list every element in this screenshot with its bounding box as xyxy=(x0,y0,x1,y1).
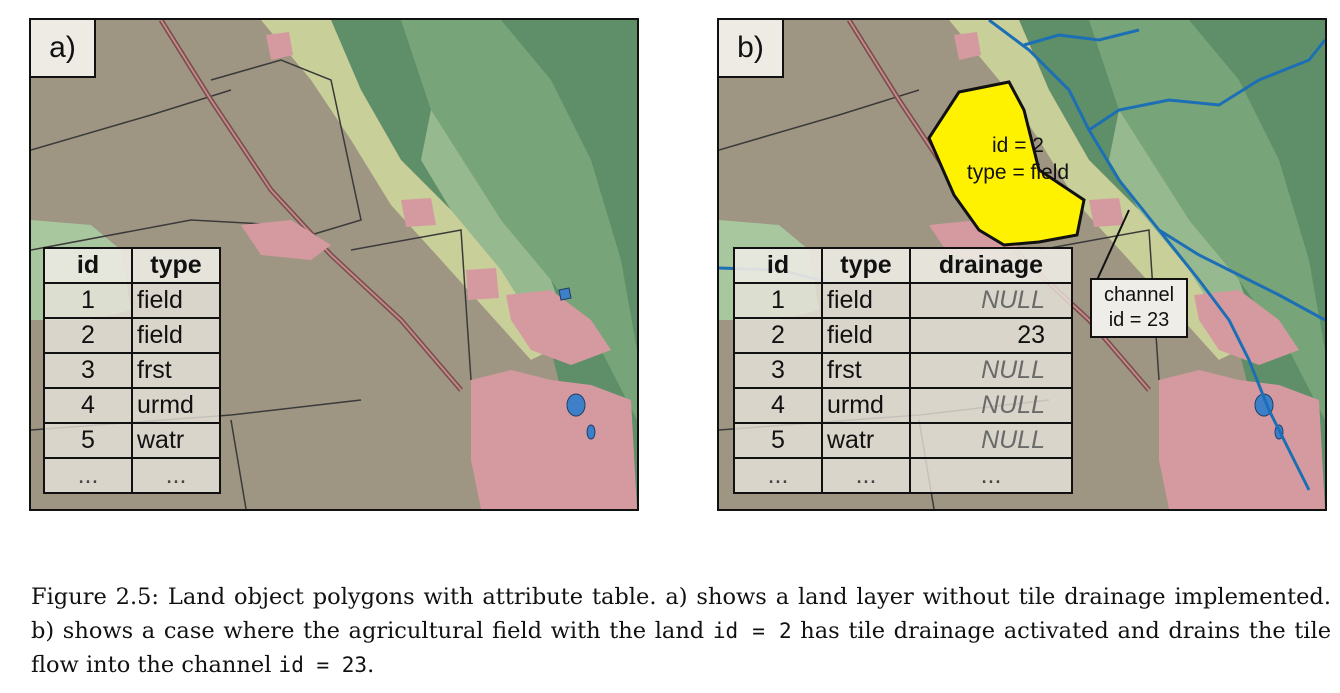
table-row: 3 frst xyxy=(43,352,221,389)
urban-area-south xyxy=(1159,370,1325,509)
channel-line-main xyxy=(988,20,1311,491)
cell-type: field xyxy=(131,317,221,354)
land-map-a xyxy=(31,20,637,509)
forest-area xyxy=(401,20,637,420)
cell-id: ... xyxy=(733,457,823,494)
table-row: 2 field xyxy=(43,317,221,354)
caption-text: Figure 2.5: Land object polygons with at… xyxy=(31,584,1331,644)
column-header-id: id xyxy=(733,247,823,284)
table-row: 4 urmd NULL xyxy=(733,387,1073,424)
cell-type: field xyxy=(131,282,221,319)
pond-1 xyxy=(566,393,586,417)
cell-drainage: ... xyxy=(909,457,1073,494)
map-panel-a: a) id type 1 field 2 field 3 frst 4 urm xyxy=(29,18,639,511)
table-row: 3 frst NULL xyxy=(733,352,1073,389)
channel-line-branch xyxy=(1023,28,1140,47)
cell-type: watr xyxy=(131,422,221,459)
cell-id: 5 xyxy=(733,422,823,459)
cell-id: 3 xyxy=(733,352,823,389)
cell-type: frst xyxy=(131,352,221,389)
table-row: ... ... xyxy=(43,457,221,494)
channel-title: channel xyxy=(1103,284,1175,306)
urban-patch-north xyxy=(401,198,436,227)
pond-3 xyxy=(558,287,572,301)
urban-patch-mid xyxy=(466,268,499,300)
urban-area-south xyxy=(471,370,637,509)
attribute-table-a: id type 1 field 2 field 3 frst 4 urmd 5 xyxy=(43,247,221,494)
caption-text: . xyxy=(367,652,375,678)
table-row: ... ... ... xyxy=(733,457,1073,494)
forest-light-area xyxy=(1109,110,1264,350)
cell-drainage: NULL xyxy=(909,352,1073,389)
panel-label-a: a) xyxy=(31,20,96,78)
table-header-row: id type drainage xyxy=(733,247,1073,284)
cell-drainage: 23 xyxy=(909,317,1073,354)
column-header-type: type xyxy=(821,247,911,284)
cell-drainage: NULL xyxy=(909,422,1073,459)
cell-id: 2 xyxy=(733,317,823,354)
cell-type: field xyxy=(821,282,911,319)
table-row: 2 field 23 xyxy=(733,317,1073,354)
channel-leader-line xyxy=(1096,209,1130,281)
cell-drainage: NULL xyxy=(909,387,1073,424)
cell-id: 3 xyxy=(43,352,133,389)
table-row: 1 field NULL xyxy=(733,282,1073,319)
cell-type: urmd xyxy=(821,387,911,424)
urban-patch-north xyxy=(1089,198,1124,227)
cell-id: 1 xyxy=(43,282,133,319)
urban-patch-top xyxy=(954,32,981,60)
forest-light-area xyxy=(421,110,576,350)
caption-text: has tile drainage activated and drains t… xyxy=(31,618,1332,678)
cell-id: ... xyxy=(43,457,133,494)
column-header-id: id xyxy=(43,247,133,284)
cell-id: 1 xyxy=(733,282,823,319)
highlighted-field-polygon xyxy=(927,80,1086,247)
pond-2 xyxy=(586,424,596,440)
urban-area-east xyxy=(506,290,611,365)
cell-id: 5 xyxy=(43,422,133,459)
cell-type: ... xyxy=(131,457,221,494)
cell-drainage: NULL xyxy=(909,282,1073,319)
urban-patch-top xyxy=(266,32,293,60)
table-row: 1 field xyxy=(43,282,221,319)
urban-patch-road xyxy=(241,220,331,260)
table-row: 5 watr xyxy=(43,422,221,459)
cell-id: 4 xyxy=(733,387,823,424)
figure-caption: Figure 2.5: Land object polygons with at… xyxy=(31,580,1331,682)
cell-id: 2 xyxy=(43,317,133,354)
panel-label-b: b) xyxy=(719,20,784,78)
table-header-row: id type xyxy=(43,247,221,284)
channel-line-branch xyxy=(1088,39,1325,132)
channel-line-branch xyxy=(1158,228,1325,322)
caption-code-channel-id: id = 23 xyxy=(278,653,368,677)
cell-type: watr xyxy=(821,422,911,459)
highlighted-field-label: id = 2 type = field xyxy=(953,132,1083,186)
map-panel-b: b) id = 2 type = field channel id = 23 i… xyxy=(717,18,1327,511)
cell-type: ... xyxy=(821,457,911,494)
caption-code-land-id: id = 2 xyxy=(712,619,792,643)
attribute-table-b: id type drainage 1 field NULL 2 field 23… xyxy=(733,247,1073,494)
field-id-text: id = 2 xyxy=(992,134,1044,157)
column-header-type: type xyxy=(131,247,221,284)
field-type-text: type = field xyxy=(966,161,1070,184)
forest-area xyxy=(1089,20,1325,420)
column-header-drainage: drainage xyxy=(909,247,1073,284)
channel-id-text: id = 23 xyxy=(1108,309,1170,331)
table-row: 5 watr NULL xyxy=(733,422,1073,459)
table-row: 4 urmd xyxy=(43,387,221,424)
cell-type: field xyxy=(821,317,911,354)
cell-type: frst xyxy=(821,352,911,389)
cell-type: urmd xyxy=(131,387,221,424)
cell-id: 4 xyxy=(43,387,133,424)
channel-label-box: channel id = 23 xyxy=(1090,278,1188,338)
